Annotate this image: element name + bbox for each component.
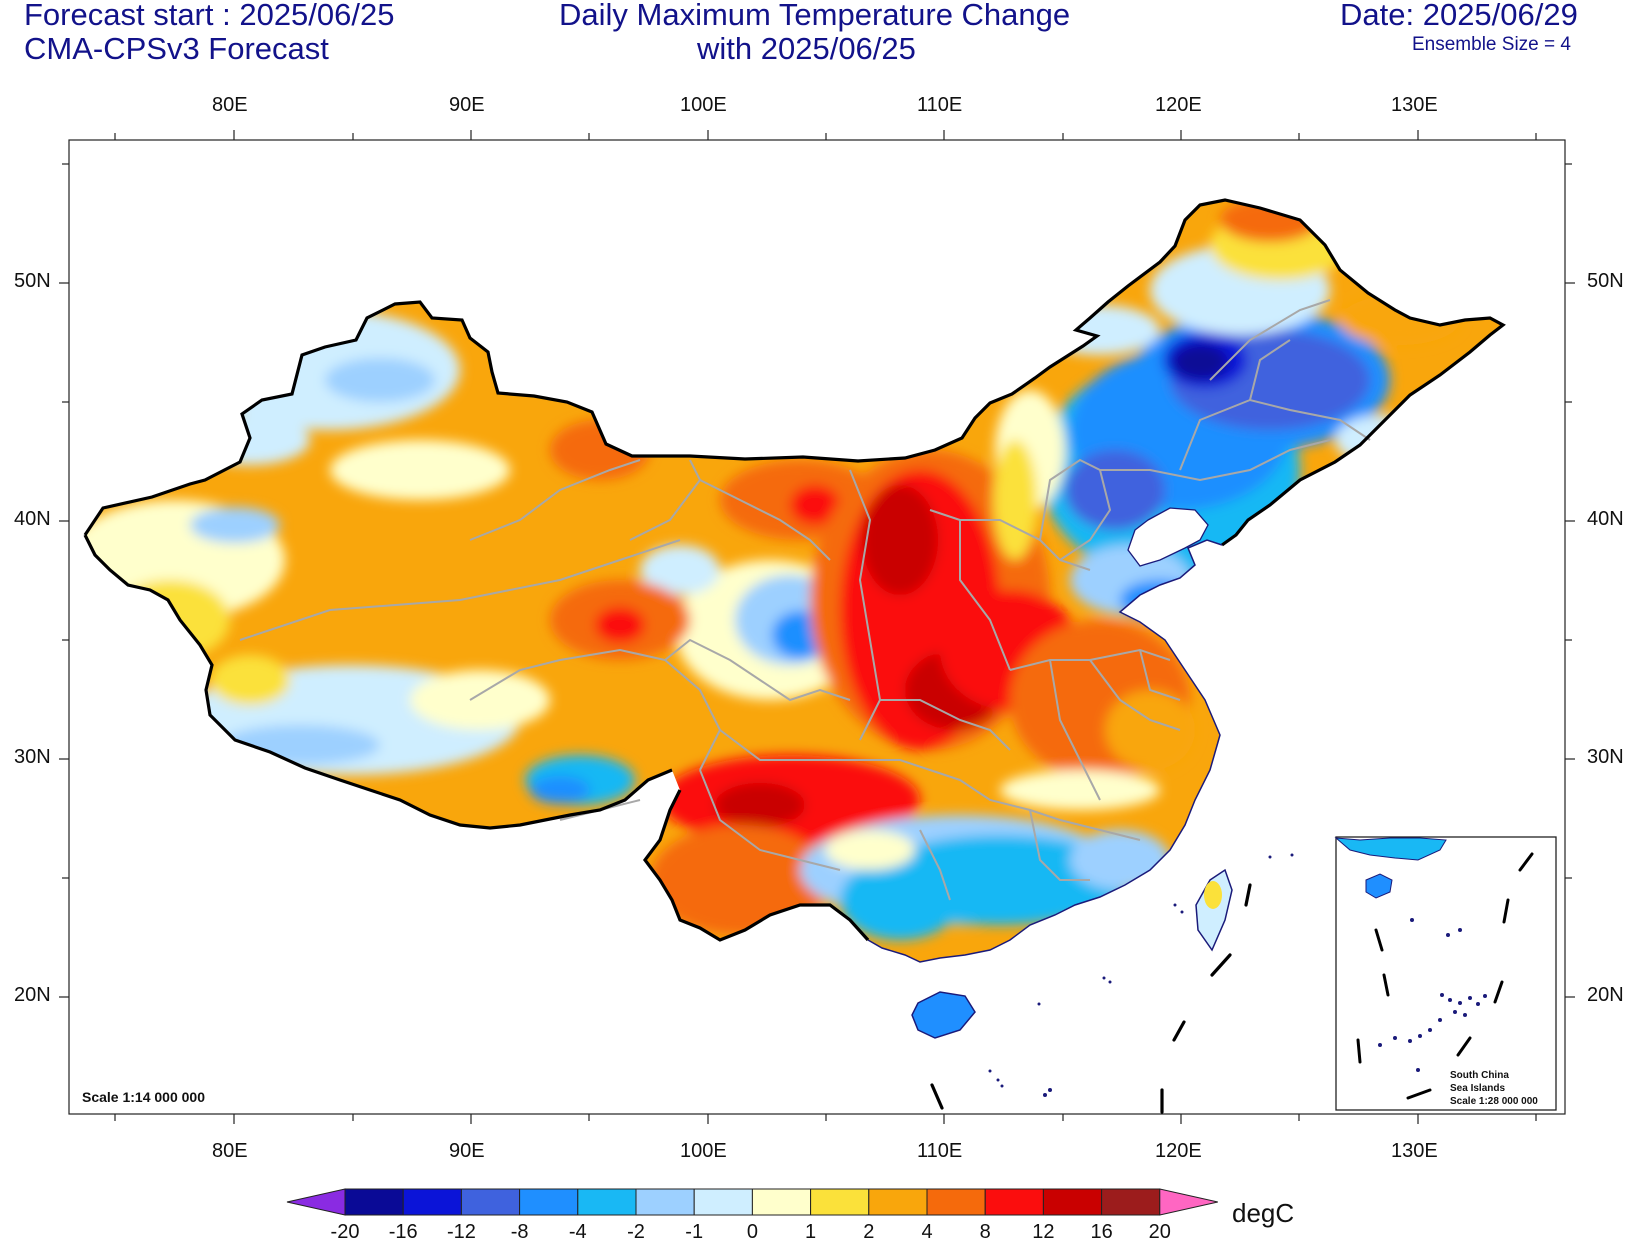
- inset-title-line1: South China: [1450, 1070, 1509, 1081]
- lon-label-top: 130E: [1391, 94, 1438, 116]
- colorbar-segment: [926, 1188, 986, 1216]
- colorbar: [286, 1188, 1218, 1216]
- lat-label-right: 20N: [1587, 984, 1624, 1006]
- colorbar-unit: degC: [1232, 1198, 1294, 1228]
- hainan-island: [911, 991, 976, 1039]
- frame-ticks: [59, 130, 1575, 1124]
- lon-label-top: 100E: [680, 94, 727, 116]
- ensemble-size-label: Ensemble Size = 4: [1412, 34, 1571, 55]
- colorbar-tick-label: -2: [627, 1221, 645, 1241]
- colorbar-segment: [344, 1188, 404, 1216]
- colorbar-segment: [1042, 1188, 1103, 1216]
- scale-label: Scale 1:14 000 000: [82, 1089, 205, 1105]
- scattered-islands: [988, 853, 1294, 1097]
- colorbar-tick-label: 12: [1032, 1221, 1054, 1241]
- lon-label-bottom: 130E: [1391, 1140, 1438, 1162]
- lon-label-bottom: 110E: [917, 1140, 963, 1162]
- colorbar-tick-label: -4: [569, 1221, 587, 1241]
- taiwan-warm-patch: [1204, 881, 1222, 909]
- map-title: Daily Maximum Temperature Change: [559, 0, 1071, 32]
- colorbar-tick-label: 16: [1090, 1221, 1112, 1241]
- colorbar-segment: [577, 1188, 637, 1216]
- colorbar-segment: [810, 1188, 870, 1216]
- colorbar-segment: [984, 1188, 1044, 1216]
- lon-label-top: 80E: [212, 94, 248, 116]
- forecast-start-label: Forecast start : 2025/06/25: [24, 0, 395, 32]
- colorbar-segment: [693, 1188, 753, 1216]
- colorbar-tick-label: 4: [921, 1221, 932, 1241]
- lat-label-right: 50N: [1587, 270, 1624, 292]
- colorbar-segment: [519, 1188, 579, 1216]
- colorbar-tick-label: -20: [331, 1221, 360, 1241]
- colorbar-tick-label: -8: [511, 1221, 529, 1241]
- lon-label-bottom: 90E: [449, 1140, 485, 1162]
- colorbar-tick-label: 0: [747, 1221, 758, 1241]
- colorbar-segment: [868, 1188, 928, 1216]
- lat-label-right: 40N: [1587, 508, 1624, 530]
- lat-label-left: 40N: [14, 508, 51, 530]
- colorbar-labels: -20 -16 -12 -8 -4 -2 -1 0 1 2 4 8 12 16 20: [331, 1221, 1171, 1241]
- lat-label-left: 30N: [14, 746, 51, 768]
- colorbar-segment: [1101, 1188, 1161, 1216]
- national-border: [83, 198, 1506, 547]
- colorbar-overflow-triangle: [1159, 1188, 1218, 1216]
- nine-dash-line: [930, 883, 1252, 1114]
- lat-label-right: 30N: [1587, 746, 1624, 768]
- colorbar-segment: [460, 1188, 521, 1216]
- map-subtitle: with 2025/06/25: [697, 31, 916, 66]
- colorbar-tick-label: 1: [805, 1221, 816, 1241]
- lat-label-left: 50N: [14, 270, 51, 292]
- bohai-sea: [1127, 507, 1209, 567]
- inset-title-line2: Sea Islands: [1450, 1083, 1505, 1094]
- colorbar-tick-label: 8: [980, 1221, 991, 1241]
- colorbar-underflow-triangle: [286, 1188, 346, 1216]
- lon-label-bottom: 100E: [680, 1140, 727, 1162]
- lat-label-left: 20N: [14, 984, 51, 1006]
- colorbar-segment: [751, 1188, 812, 1216]
- province-boundaries: [239, 299, 1371, 901]
- lon-label-top: 110E: [917, 94, 963, 116]
- model-label: CMA-CPSv3 Forecast: [24, 31, 329, 66]
- national-border-west: [83, 534, 673, 830]
- valid-date-label: Date: 2025/06/29: [1340, 0, 1578, 32]
- south-china-sea-inset: South China Sea Islands Scale 1:28 000 0…: [1334, 836, 1557, 1111]
- colorbar-tick-label: -12: [447, 1221, 476, 1241]
- colorbar-segment: [635, 1188, 695, 1216]
- lon-label-top: 90E: [449, 94, 485, 116]
- colorbar-tick-label: -1: [685, 1221, 703, 1241]
- coastline: [867, 539, 1223, 963]
- colorbar-tick-label: -16: [389, 1221, 418, 1241]
- lon-label-bottom: 120E: [1155, 1140, 1202, 1162]
- lon-label-top: 120E: [1155, 94, 1202, 116]
- inset-scale-label: Scale 1:28 000 000: [1450, 1096, 1538, 1107]
- colorbar-tick-label: 20: [1149, 1221, 1171, 1241]
- lon-label-bottom: 80E: [212, 1140, 248, 1162]
- colorbar-segment: [402, 1188, 462, 1216]
- colorbar-tick-label: 2: [863, 1221, 874, 1241]
- national-border-south: [643, 789, 870, 942]
